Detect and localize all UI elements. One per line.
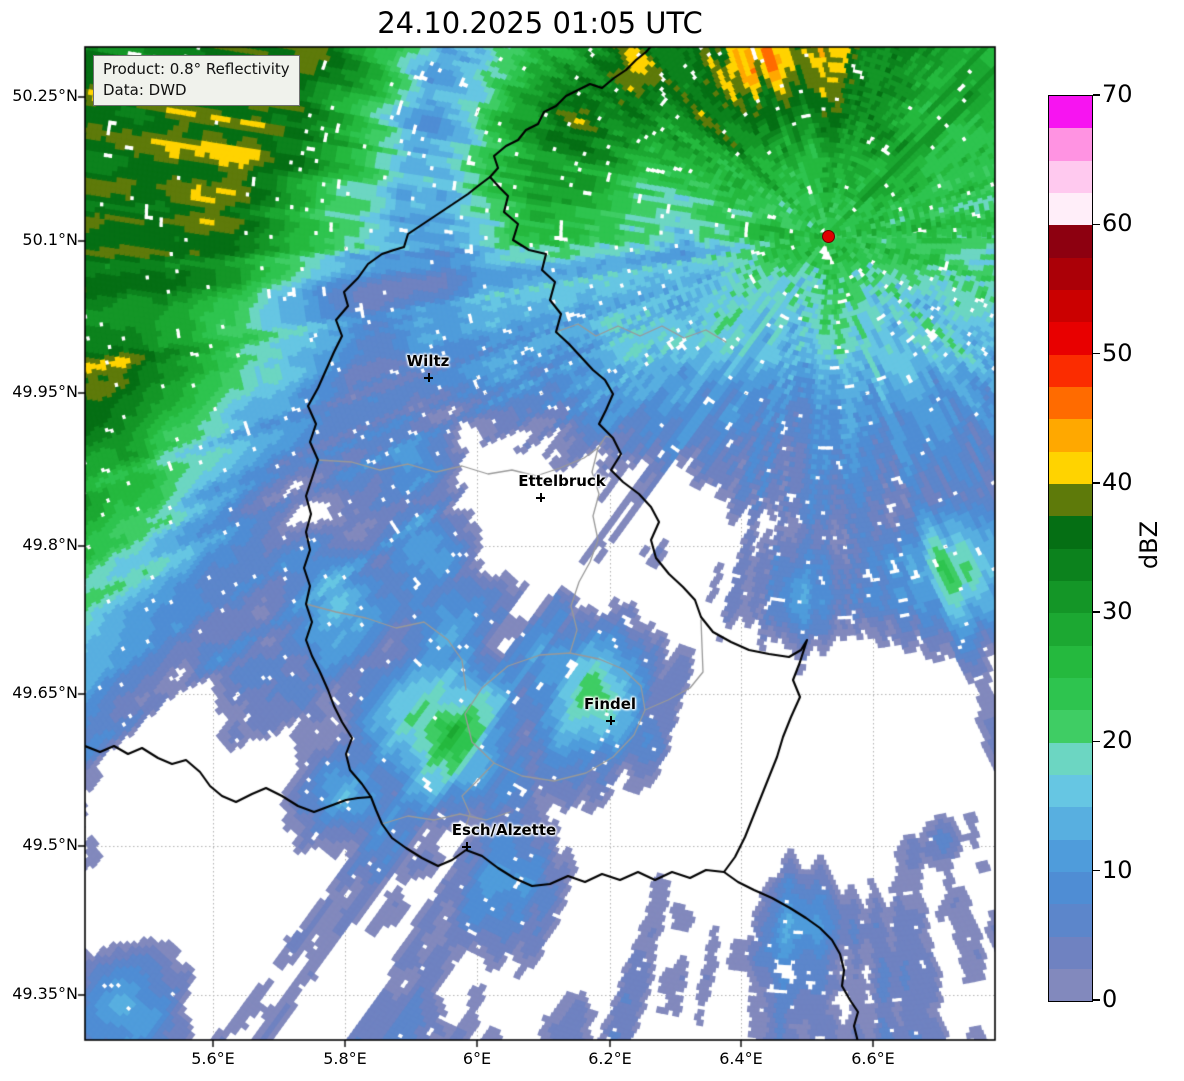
colorbar-tick-mark (1092, 482, 1100, 484)
data-source-label: Data: DWD (103, 81, 187, 99)
colorbar-segment (1049, 774, 1092, 808)
lat-tick-label: 50.1°N (22, 230, 78, 249)
lat-tick-label: 49.65°N (12, 683, 78, 702)
colorbar-tick-mark (1092, 223, 1100, 226)
colorbar-segment (1049, 225, 1092, 258)
radar-site-marker-icon (821, 229, 835, 243)
city-label: Esch/Alzette (451, 821, 557, 839)
colorbar-segment (1049, 160, 1092, 193)
colorbar-segment (1049, 936, 1092, 969)
city-marker-icon (535, 492, 546, 503)
colorbar-segment (1049, 710, 1092, 743)
lat-tick-label: 49.95°N (12, 382, 78, 401)
lat-tick-label: 49.8°N (22, 535, 78, 554)
city-marker-icon (423, 372, 434, 383)
latitude-axis: 50.25°N 50.1°N 49.95°N 49.8°N 49.65°N 49.5°N 4… (0, 0, 78, 1081)
colorbar-tick-mark (1092, 611, 1100, 613)
colorbar-segment (1049, 904, 1092, 937)
colorbar-tick-mark (1092, 352, 1100, 355)
colorbar-tick-mark (1092, 94, 1100, 96)
product-label: Product: 0.8° Reflectivity (103, 60, 290, 78)
colorbar-tick-label: 60 (1102, 209, 1133, 238)
lat-tick-label: 49.35°N (12, 984, 78, 1003)
colorbar-segment (1049, 257, 1092, 290)
page-title: 24.10.2025 01:05 UTC (377, 6, 703, 40)
lon-tick-label: 6°E (462, 1049, 492, 1068)
colorbar-segment (1049, 645, 1092, 678)
lon-tick-label: 6.4°E (719, 1049, 763, 1068)
colorbar-segment (1049, 96, 1092, 129)
lat-tick-label: 49.5°N (22, 835, 78, 854)
colorbar-segment (1049, 451, 1092, 484)
colorbar-tick-label: 30 (1102, 597, 1133, 626)
colorbar-segment (1049, 548, 1092, 581)
lat-tick-label: 50.25°N (12, 86, 78, 105)
colorbar-tick-label: 10 (1102, 855, 1133, 884)
colorbar-segment (1049, 192, 1092, 226)
colorbar-segment (1049, 354, 1092, 387)
colorbar-segment (1049, 742, 1092, 775)
colorbar-tick-label: 40 (1102, 467, 1133, 496)
colorbar-segment (1049, 677, 1092, 711)
colorbar-segment (1049, 386, 1092, 420)
city-label: Wiltz (406, 352, 450, 370)
colorbar-segment (1049, 483, 1092, 517)
product-info-box: Product: 0.8° Reflectivity Data: DWD (93, 55, 300, 106)
colorbar-tick-label: 0 (1102, 985, 1118, 1013)
colorbar-segment (1049, 128, 1092, 161)
colorbar-segment (1049, 516, 1092, 549)
city-label: Ettelbruck (518, 472, 606, 490)
lon-tick-label: 5.6°E (191, 1049, 235, 1068)
city-marker-icon (461, 841, 472, 852)
colorbar-tick-label: 70 (1102, 80, 1133, 108)
colorbar-segment (1049, 968, 1092, 1002)
colorbar (1048, 95, 1093, 1002)
colorbar-segment (1049, 613, 1092, 646)
colorbar-segment (1049, 871, 1092, 905)
colorbar-tick-mark (1092, 869, 1100, 872)
city-marker-icon (605, 715, 616, 726)
colorbar-tick-label: 50 (1102, 338, 1133, 367)
lon-tick-label: 5.8°E (323, 1049, 367, 1068)
colorbar-tick-label: 20 (1102, 726, 1133, 755)
lon-tick-label: 6.2°E (588, 1049, 632, 1068)
colorbar-tick-mark (1092, 999, 1100, 1001)
colorbar-segment (1049, 839, 1092, 872)
lon-tick-label: 6.6°E (851, 1049, 895, 1068)
colorbar-segment (1049, 322, 1092, 355)
colorbar-segment (1049, 807, 1092, 840)
city-label: Findel (583, 695, 637, 713)
colorbar-segment (1049, 289, 1092, 323)
colorbar-segment (1049, 419, 1092, 452)
colorbar-unit-label: dBZ (1135, 520, 1163, 570)
colorbar-segment (1049, 580, 1092, 614)
colorbar-tick-mark (1092, 740, 1100, 743)
